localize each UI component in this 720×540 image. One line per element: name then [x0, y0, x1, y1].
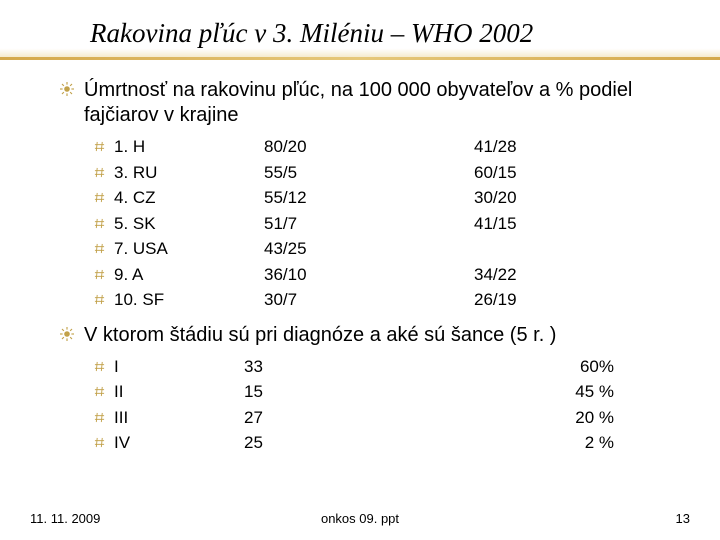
hash-icon — [94, 141, 105, 152]
country-rank: 1. H — [114, 134, 264, 160]
survival-rate: 45 % — [544, 379, 614, 405]
stage-label: IV — [114, 430, 244, 456]
hash-icon — [94, 218, 105, 229]
country-rank: 4. CZ — [114, 185, 264, 211]
bullet-text: V ktorom štádiu sú pri diagnóze a aké sú… — [84, 323, 556, 348]
slide-body: Úmrtnosť na rakovinu pľúc, na 100 000 ob… — [0, 60, 720, 456]
stage-percent: 33 — [244, 354, 544, 380]
smoker-value: 26/19 — [474, 287, 594, 313]
stage-label: III — [114, 405, 244, 431]
bullet-mortality: Úmrtnosť na rakovinu pľúc, na 100 000 ob… — [60, 78, 690, 128]
smoker-value: 34/22 — [474, 262, 594, 288]
table-row: I3360% — [94, 354, 690, 380]
stages-table: I3360% II1545 % III2720 % IV252 % — [94, 354, 690, 456]
footer-date: 11. 11. 2009 — [30, 511, 100, 526]
sun-icon — [60, 327, 74, 341]
survival-rate: 20 % — [544, 405, 614, 431]
mortality-value: 43/25 — [264, 236, 474, 262]
stage-label: I — [114, 354, 244, 380]
stage-percent: 25 — [244, 430, 544, 456]
country-rank: 3. RU — [114, 160, 264, 186]
smoker-value: 41/28 — [474, 134, 594, 160]
table-row: IV252 % — [94, 430, 690, 456]
stage-percent: 27 — [244, 405, 544, 431]
country-rank: 10. SF — [114, 287, 264, 313]
country-rank: 5. SK — [114, 211, 264, 237]
slide-title: Rakovina pľúc v 3. Miléniu – WHO 2002 — [90, 18, 720, 49]
table-row: 7. USA43/25 — [94, 236, 690, 262]
mortality-value: 51/7 — [264, 211, 474, 237]
hash-icon — [94, 243, 105, 254]
smoker-value: 60/15 — [474, 160, 594, 186]
hash-icon — [94, 294, 105, 305]
title-bar: Rakovina pľúc v 3. Miléniu – WHO 2002 — [0, 0, 720, 60]
stage-label: II — [114, 379, 244, 405]
mortality-value: 36/10 — [264, 262, 474, 288]
hash-icon — [94, 361, 105, 372]
bullet-staging: V ktorom štádiu sú pri diagnóze a aké sú… — [60, 323, 690, 348]
hash-icon — [94, 412, 105, 423]
hash-icon — [94, 192, 105, 203]
table-row: 5. SK51/741/15 — [94, 211, 690, 237]
mortality-value: 30/7 — [264, 287, 474, 313]
mortality-value: 55/5 — [264, 160, 474, 186]
survival-rate: 2 % — [544, 430, 614, 456]
stage-percent: 15 — [244, 379, 544, 405]
table-row: 3. RU55/560/15 — [94, 160, 690, 186]
bullet-text: Úmrtnosť na rakovinu pľúc, na 100 000 ob… — [84, 78, 690, 128]
countries-table: 1. H80/2041/28 3. RU55/560/15 4. CZ55/12… — [94, 134, 690, 313]
country-rank: 7. USA — [114, 236, 264, 262]
table-row: 10. SF30/726/19 — [94, 287, 690, 313]
table-row: 9. A36/1034/22 — [94, 262, 690, 288]
table-row: II1545 % — [94, 379, 690, 405]
table-row: III2720 % — [94, 405, 690, 431]
hash-icon — [94, 437, 105, 448]
footer-page-number: 13 — [676, 511, 690, 526]
smoker-value: 41/15 — [474, 211, 594, 237]
table-row: 1. H80/2041/28 — [94, 134, 690, 160]
country-rank: 9. A — [114, 262, 264, 288]
survival-rate: 60% — [544, 354, 614, 380]
slide-footer: 11. 11. 2009 onkos 09. ppt 13 — [30, 511, 690, 526]
mortality-value: 80/20 — [264, 134, 474, 160]
hash-icon — [94, 269, 105, 280]
mortality-value: 55/12 — [264, 185, 474, 211]
table-row: 4. CZ55/1230/20 — [94, 185, 690, 211]
sun-icon — [60, 82, 74, 96]
hash-icon — [94, 167, 105, 178]
footer-filename: onkos 09. ppt — [321, 511, 399, 526]
smoker-value: 30/20 — [474, 185, 594, 211]
hash-icon — [94, 386, 105, 397]
